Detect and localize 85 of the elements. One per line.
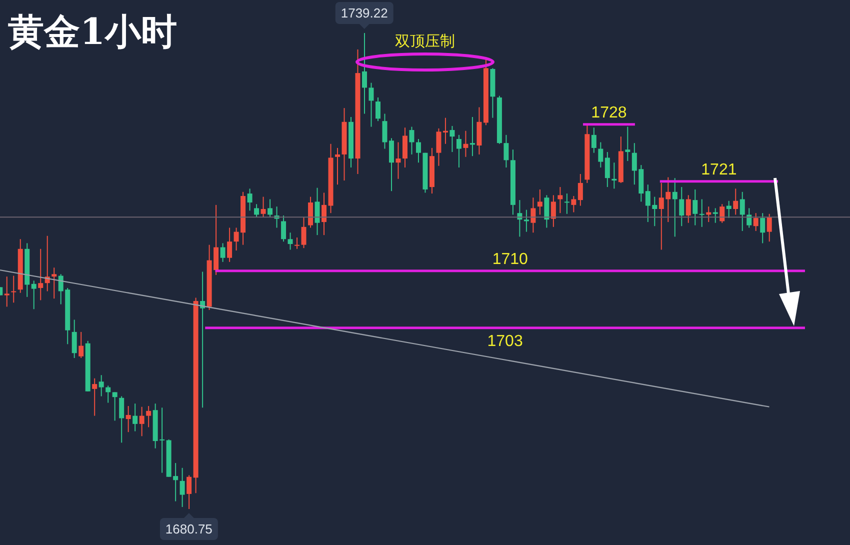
- candlestick: [294, 237, 300, 250]
- candlestick: [146, 406, 152, 428]
- candlestick: [530, 197, 536, 234]
- candlestick: [504, 134, 509, 168]
- candlestick: [409, 126, 414, 155]
- candlestick: [112, 392, 118, 422]
- candlestick: [456, 134, 462, 168]
- candlestick: [11, 275, 16, 304]
- candlestick: [281, 215, 286, 242]
- candlestick: [227, 227, 232, 262]
- candlestick: [564, 193, 570, 214]
- ref-line-label: 1710: [492, 250, 528, 268]
- ref-line-label: 1721: [701, 161, 737, 178]
- candlestick: [78, 331, 84, 358]
- candlestick: [314, 187, 320, 236]
- candlestick: [126, 406, 131, 433]
- candlestick: [186, 474, 192, 510]
- candlestick: [524, 209, 529, 232]
- candlestick: [119, 396, 124, 444]
- candlestick: [463, 130, 468, 158]
- candlestick: [254, 204, 260, 218]
- candlestick: [396, 142, 401, 180]
- candlestick: [436, 128, 442, 166]
- candlestick: [416, 138, 421, 164]
- candlestick: [720, 204, 725, 224]
- candlestick: [692, 188, 698, 226]
- candlestick: [712, 208, 718, 224]
- candlestick: [402, 127, 408, 168]
- ref-line-label: 1703: [487, 333, 523, 350]
- candlestick: [260, 196, 266, 218]
- annotation: 双顶压制: [395, 32, 455, 50]
- candlestick: [132, 403, 138, 432]
- candlestick: [220, 242, 226, 262]
- candlestick: [726, 200, 732, 218]
- candlestick: [335, 147, 340, 186]
- candlestick: [72, 319, 77, 358]
- candlestick: [268, 198, 273, 218]
- candlestick: [308, 196, 314, 228]
- candlestick: [746, 208, 752, 228]
- candlestick: [672, 178, 678, 238]
- candlestick: [679, 186, 684, 227]
- candlestick: [139, 406, 144, 437]
- candlestick: [322, 192, 327, 236]
- candlestick: [301, 216, 306, 249]
- candlestick: [686, 194, 691, 224]
- candlestick: [442, 117, 448, 144]
- candlestick: [550, 194, 556, 228]
- candlestick: [382, 113, 388, 150]
- ref-line-label: 1728: [591, 104, 627, 122]
- candlestick: [537, 188, 542, 216]
- candlestick: [476, 106, 482, 155]
- candlestick: [388, 138, 394, 192]
- candlestick: [598, 142, 604, 168]
- candlestick: [760, 212, 766, 244]
- candlestick: [52, 267, 57, 300]
- candlestick: [375, 96, 380, 122]
- candlestick: [368, 82, 374, 128]
- candlestick: [247, 188, 252, 212]
- candlestick: [106, 385, 111, 404]
- candlestick: [612, 162, 617, 190]
- annotation: 1739.22: [340, 5, 388, 20]
- candlestick: [699, 198, 704, 228]
- candlestick: [92, 378, 98, 416]
- candlestick: [31, 280, 36, 310]
- candlestick: [38, 248, 44, 301]
- candlestick: [470, 116, 475, 157]
- candlestick: [544, 194, 550, 228]
- candlestick: [604, 152, 610, 188]
- candlestick: [740, 191, 745, 232]
- candlestick: [450, 125, 455, 153]
- candlestick: [571, 195, 576, 213]
- chart-title: 黄金1小时: [8, 11, 178, 53]
- candlestick: [180, 467, 185, 508]
- candlestick: [753, 212, 758, 232]
- candlestick: [362, 32, 367, 114]
- candlestick: [733, 188, 738, 216]
- candlestick: [558, 186, 563, 214]
- annotation: 1680.75: [165, 522, 212, 537]
- candlestick: [591, 127, 596, 154]
- candlestick: [4, 276, 10, 308]
- candlestick: [766, 213, 772, 242]
- candlestick: [288, 232, 293, 250]
- candlestick: [578, 173, 583, 206]
- candlestick: [625, 126, 630, 162]
- candlestick: [98, 374, 104, 397]
